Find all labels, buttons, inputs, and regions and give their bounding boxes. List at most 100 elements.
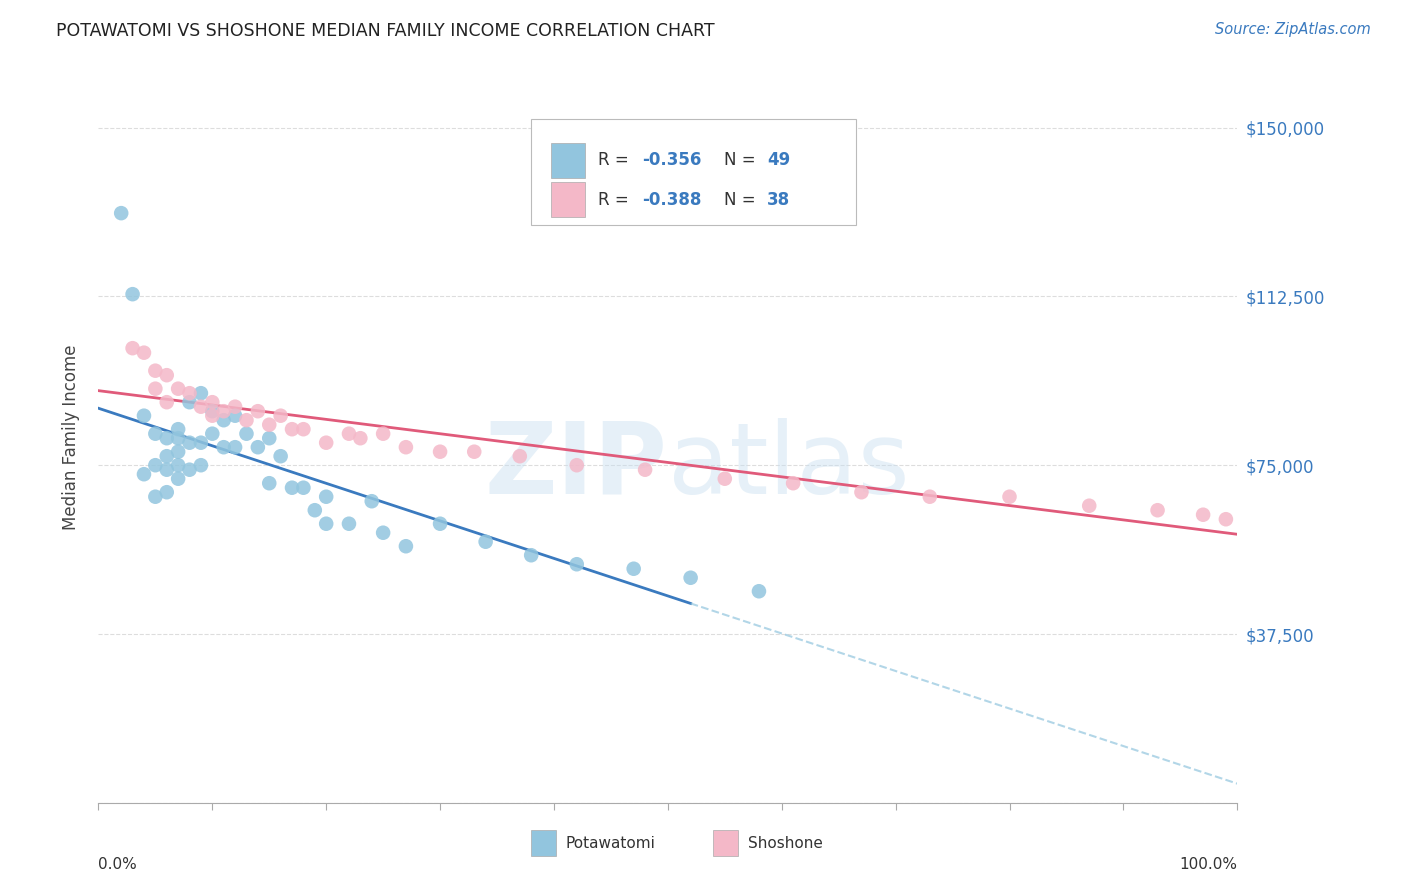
Point	[371, 525, 394, 540]
Point	[281, 422, 304, 436]
Point	[246, 404, 269, 418]
Point	[156, 368, 179, 383]
Point	[679, 571, 702, 585]
Point	[259, 431, 281, 445]
Point	[337, 516, 360, 531]
Point	[509, 449, 531, 463]
Text: Potawatomi: Potawatomi	[565, 836, 655, 851]
Point	[167, 431, 190, 445]
Point	[167, 444, 190, 458]
Text: N =: N =	[724, 151, 761, 169]
Text: ZIP: ZIP	[485, 417, 668, 515]
Point	[145, 364, 167, 378]
Point	[167, 458, 190, 473]
Point	[851, 485, 873, 500]
Text: -0.356: -0.356	[641, 151, 702, 169]
Point	[349, 431, 371, 445]
Point	[156, 431, 179, 445]
Point	[315, 490, 337, 504]
Bar	[713, 830, 738, 855]
Point	[190, 458, 212, 473]
Point	[360, 494, 382, 508]
Point	[132, 467, 155, 482]
Text: 100.0%: 100.0%	[1180, 857, 1237, 872]
Point	[167, 422, 190, 436]
Point	[292, 422, 315, 436]
Point	[337, 426, 360, 441]
Point	[156, 449, 179, 463]
Text: atlas: atlas	[668, 417, 910, 515]
Point	[212, 440, 235, 454]
Point	[201, 404, 224, 418]
Text: 38: 38	[766, 191, 790, 209]
Point	[201, 409, 224, 423]
Point	[132, 409, 155, 423]
Point	[224, 400, 246, 414]
Point	[1078, 499, 1101, 513]
Point	[190, 435, 212, 450]
Point	[167, 382, 190, 396]
Point	[748, 584, 770, 599]
Text: -0.388: -0.388	[641, 191, 702, 209]
Point	[429, 444, 451, 458]
Point	[474, 534, 496, 549]
Point	[212, 413, 235, 427]
Point	[565, 458, 588, 473]
Point	[201, 426, 224, 441]
FancyBboxPatch shape	[531, 119, 856, 225]
Point	[190, 386, 212, 401]
Point	[259, 476, 281, 491]
Point	[1215, 512, 1237, 526]
Y-axis label: Median Family Income: Median Family Income	[62, 344, 80, 530]
Point	[235, 413, 257, 427]
Point	[281, 481, 304, 495]
Text: Shoshone: Shoshone	[748, 836, 823, 851]
Point	[520, 548, 543, 562]
Point	[463, 444, 485, 458]
Point	[782, 476, 804, 491]
Point	[145, 382, 167, 396]
Point	[315, 516, 337, 531]
Point	[156, 485, 179, 500]
Text: POTAWATOMI VS SHOSHONE MEDIAN FAMILY INCOME CORRELATION CHART: POTAWATOMI VS SHOSHONE MEDIAN FAMILY INC…	[56, 22, 714, 40]
Point	[270, 409, 292, 423]
Point	[132, 345, 155, 359]
Point	[145, 458, 167, 473]
Text: Source: ZipAtlas.com: Source: ZipAtlas.com	[1215, 22, 1371, 37]
Point	[714, 472, 737, 486]
Point	[623, 562, 645, 576]
Point	[315, 435, 337, 450]
Point	[212, 404, 235, 418]
Text: 49: 49	[766, 151, 790, 169]
Point	[121, 341, 143, 355]
Text: N =: N =	[724, 191, 761, 209]
Point	[156, 463, 179, 477]
Point	[1146, 503, 1168, 517]
Point	[270, 449, 292, 463]
Point	[634, 463, 657, 477]
Text: R =: R =	[599, 151, 634, 169]
Point	[395, 440, 418, 454]
Point	[179, 463, 201, 477]
Point	[259, 417, 281, 432]
Point	[246, 440, 269, 454]
Bar	[551, 182, 585, 217]
Point	[235, 426, 257, 441]
Point	[292, 481, 315, 495]
Point	[156, 395, 179, 409]
Text: 0.0%: 0.0%	[98, 857, 138, 872]
Bar	[551, 143, 585, 178]
Point	[1192, 508, 1215, 522]
Point	[179, 435, 201, 450]
Point	[998, 490, 1021, 504]
Point	[179, 386, 201, 401]
Point	[179, 395, 201, 409]
Text: R =: R =	[599, 191, 634, 209]
Point	[304, 503, 326, 517]
Point	[565, 558, 588, 572]
Point	[190, 400, 212, 414]
Point	[121, 287, 143, 301]
Point	[167, 472, 190, 486]
Point	[110, 206, 132, 220]
Bar	[531, 830, 557, 855]
